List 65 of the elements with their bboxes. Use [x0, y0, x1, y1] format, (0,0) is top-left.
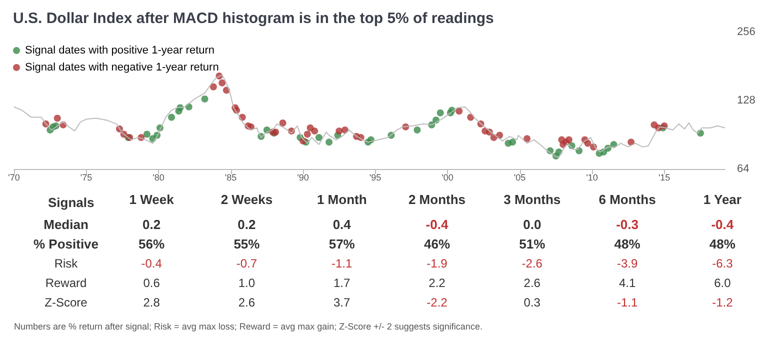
- data-label: 0.0: [523, 217, 542, 232]
- x-tick-label: '10: [586, 172, 598, 182]
- data-label: 0.6: [143, 276, 160, 290]
- data-label: 46%: [424, 236, 450, 252]
- x-tick-label: 6 Months: [598, 192, 656, 207]
- data-label: -6.3: [712, 256, 734, 270]
- data-label: -0.7: [236, 256, 258, 270]
- x-tick-label: '80: [152, 172, 164, 182]
- x-tick-label: '85: [224, 172, 237, 182]
- data-label: 4.1: [618, 276, 636, 290]
- data-label: 0.2: [142, 217, 161, 232]
- y-tick-label: 64: [737, 163, 750, 175]
- data-label: -2.6: [522, 256, 543, 270]
- data-label: -0.4: [711, 217, 734, 232]
- data-label: 48%: [709, 236, 736, 252]
- data-label: 48%: [614, 236, 641, 252]
- data-label: 1.7: [334, 276, 351, 290]
- x-tick-label: '75: [80, 172, 92, 182]
- legend-label: Signal dates with negative 1-year return: [25, 62, 219, 74]
- data-label: 6.0: [714, 276, 732, 290]
- y-tick-label: 256: [737, 26, 756, 38]
- y-tick-label: Risk: [54, 256, 79, 270]
- x-tick-label: '05: [514, 172, 526, 182]
- data-label: 2.6: [238, 295, 256, 310]
- data-label: -0.4: [141, 256, 162, 270]
- data-label: 55%: [234, 236, 260, 252]
- x-tick-label: '95: [369, 172, 382, 182]
- x-tick-label: 1 Week: [129, 192, 175, 207]
- data-label: 2.2: [428, 276, 446, 290]
- data-label: -2.2: [426, 295, 448, 310]
- data-label: -0.4: [426, 217, 449, 232]
- text: Numbers are % return after signal; Risk = avg max loss; Reward = avg max gain; Z-Score +/- 2 suggests significance.: [14, 322, 482, 332]
- data-label: -1.1: [616, 295, 638, 310]
- chart-title: U.S. Dollar Index after MACD histogram is in the top 5% of readings: [13, 10, 494, 27]
- data-label: 51%: [519, 236, 546, 252]
- data-label: 2.6: [524, 276, 541, 290]
- data-label: 0.4: [332, 217, 352, 232]
- data-label: -1.2: [712, 295, 734, 310]
- y-tick-label: 128: [737, 94, 756, 106]
- data-label: -3.9: [616, 256, 638, 270]
- y-tick-label: Median: [44, 217, 88, 232]
- data-label: -0.3: [616, 217, 638, 232]
- x-tick-label: '90: [297, 172, 309, 182]
- y-tick-label: % Positive: [33, 236, 99, 252]
- x-tick-label: 1 Year: [703, 192, 742, 207]
- x-tick-label: 3 Months: [504, 192, 561, 207]
- x-tick-label: 2 Weeks: [220, 192, 273, 207]
- legend-label: Signal dates with positive 1-year return: [25, 44, 215, 56]
- data-label: 0.3: [524, 295, 541, 310]
- data-label: 3.7: [334, 295, 351, 310]
- x-tick-label: '00: [442, 172, 454, 182]
- data-label: 57%: [328, 236, 356, 252]
- data-label: 56%: [138, 236, 166, 252]
- x-tick-label: 1 Month: [316, 192, 367, 207]
- y-axis-title: Signals: [48, 195, 94, 210]
- y-tick-label: Reward: [45, 276, 87, 290]
- x-tick-label: '15: [658, 172, 670, 182]
- x-tick-label: '70: [8, 172, 20, 182]
- data-label: 2.8: [143, 295, 160, 310]
- data-label: -1.9: [426, 256, 448, 270]
- data-label: 1.0: [238, 276, 256, 290]
- x-tick-label: 2 Months: [408, 192, 466, 207]
- data-label: 0.2: [238, 217, 256, 232]
- y-tick-label: Z-Score: [44, 295, 88, 310]
- data-label: -1.1: [332, 256, 353, 270]
